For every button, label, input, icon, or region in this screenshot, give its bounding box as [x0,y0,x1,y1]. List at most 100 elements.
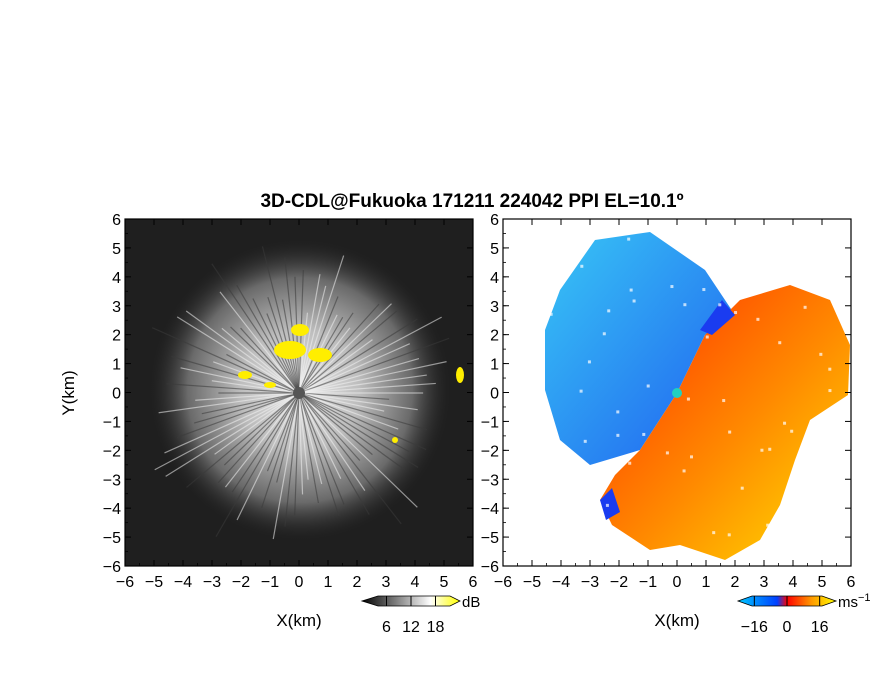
ray [214,392,300,455]
speckle [579,389,583,393]
y-tick-label-left: 2 [112,328,121,345]
ray [298,392,323,485]
ray [298,392,405,471]
y-tick-label-left: 1 [112,357,121,374]
speckle [646,384,650,388]
ray [298,361,447,394]
y-tick-label-right: 6 [490,212,499,229]
y-tick-label-right: −2 [481,443,499,460]
ray [298,318,418,394]
speckle [583,512,587,516]
ray [298,392,309,480]
ray [298,392,373,456]
speckle [824,267,828,271]
speckle [734,311,738,315]
speckle [605,503,609,507]
x-tick-label-right: −4 [552,574,570,591]
ray [298,374,427,394]
colorbar-tick-label: 6 [382,619,391,636]
ray [158,392,300,414]
x-tick-label-left: −3 [203,574,221,591]
ray [298,392,419,468]
speckle [550,532,554,536]
ray [224,392,300,488]
speckle [632,299,636,303]
saturated-patch [264,382,276,388]
speckle [745,275,749,279]
ray [165,392,300,477]
folded-velocity-patch [600,300,735,520]
saturated-patch [291,324,309,336]
y-tick-label-right: 4 [490,270,499,287]
ray [284,257,300,394]
ray [186,392,300,488]
speckle [689,455,693,459]
y-tick-label-left: 5 [112,241,121,258]
ray [298,337,450,394]
ray [298,392,402,525]
ray [298,358,420,394]
snr-field [150,240,464,540]
speckle [823,536,827,540]
y-tick-label-left: −5 [103,530,121,547]
x-tick-label-left: 6 [469,574,478,591]
speckle [629,288,633,292]
saturated-patch [456,367,464,383]
y-tick-label-right: 2 [490,328,499,345]
speckle [627,237,631,241]
ray [176,392,300,438]
x-tick-label-right: 3 [760,574,769,591]
x-tick-label-right: −5 [523,574,541,591]
speckle [722,399,726,403]
panel-right: −6 −5 −4 −3 −2 −1 0 1 2 3 4 5 6 6 5 4 3 2 1 0 −1 −2 −3 −4 −5 −6 X… [481,212,856,630]
y-tick-label-right: −5 [481,530,499,547]
ray [176,316,300,394]
speckle [727,533,731,537]
chart-title: 3D-CDL@Fukuoka 171211 224042 PPI EL=10.1… [260,191,683,212]
speckle [682,469,686,473]
y-tick-label-right: 0 [490,386,499,403]
y-tick-label-left: −6 [103,559,121,576]
saturated-patch [238,371,252,379]
y-tick-label-right: −3 [481,472,499,489]
speckle [602,332,606,336]
ray [298,392,370,515]
ray [266,392,300,472]
speckle [783,421,787,425]
ray [226,353,300,394]
saturated-patch [274,341,306,359]
speckle [587,360,591,364]
speckle [549,312,553,316]
speckle [808,464,812,468]
ray [240,327,300,394]
speckle [616,410,620,414]
negative-velocity-region [545,232,735,465]
speckle [642,432,646,436]
speckle [770,238,774,242]
x-tick-label-left: −1 [261,574,279,591]
positive-velocity-region [600,285,850,560]
ray [294,392,300,516]
speckle [686,397,690,401]
ray [298,392,361,461]
colorbar-left-ticks: 6 12 18 [382,596,445,636]
ray [236,392,300,521]
ray [298,285,327,394]
axes-right: −6 −5 −4 −3 −2 −1 0 1 2 3 4 5 6 6 5 4 3 2 1 0 −1 −2 −3 −4 −5 −6 [481,212,856,591]
ray [298,392,340,517]
colorbar-tick-label: 16 [811,619,829,636]
speckle [778,341,782,345]
speckle [819,352,823,356]
ray [298,274,321,394]
x-tick-label-left: 4 [411,574,420,591]
ray [217,392,300,483]
y-axis-label: Y(km) [59,370,78,415]
y-tick-label-left: −2 [103,443,121,460]
speckle [820,521,824,525]
colorbar-tick-label: 12 [402,619,420,636]
speckle [580,264,584,268]
y-tick-label-left: −4 [103,501,121,518]
ray [298,392,345,505]
x-axis-label-right: X(km) [654,611,699,630]
x-tick-label-left: −4 [174,574,192,591]
